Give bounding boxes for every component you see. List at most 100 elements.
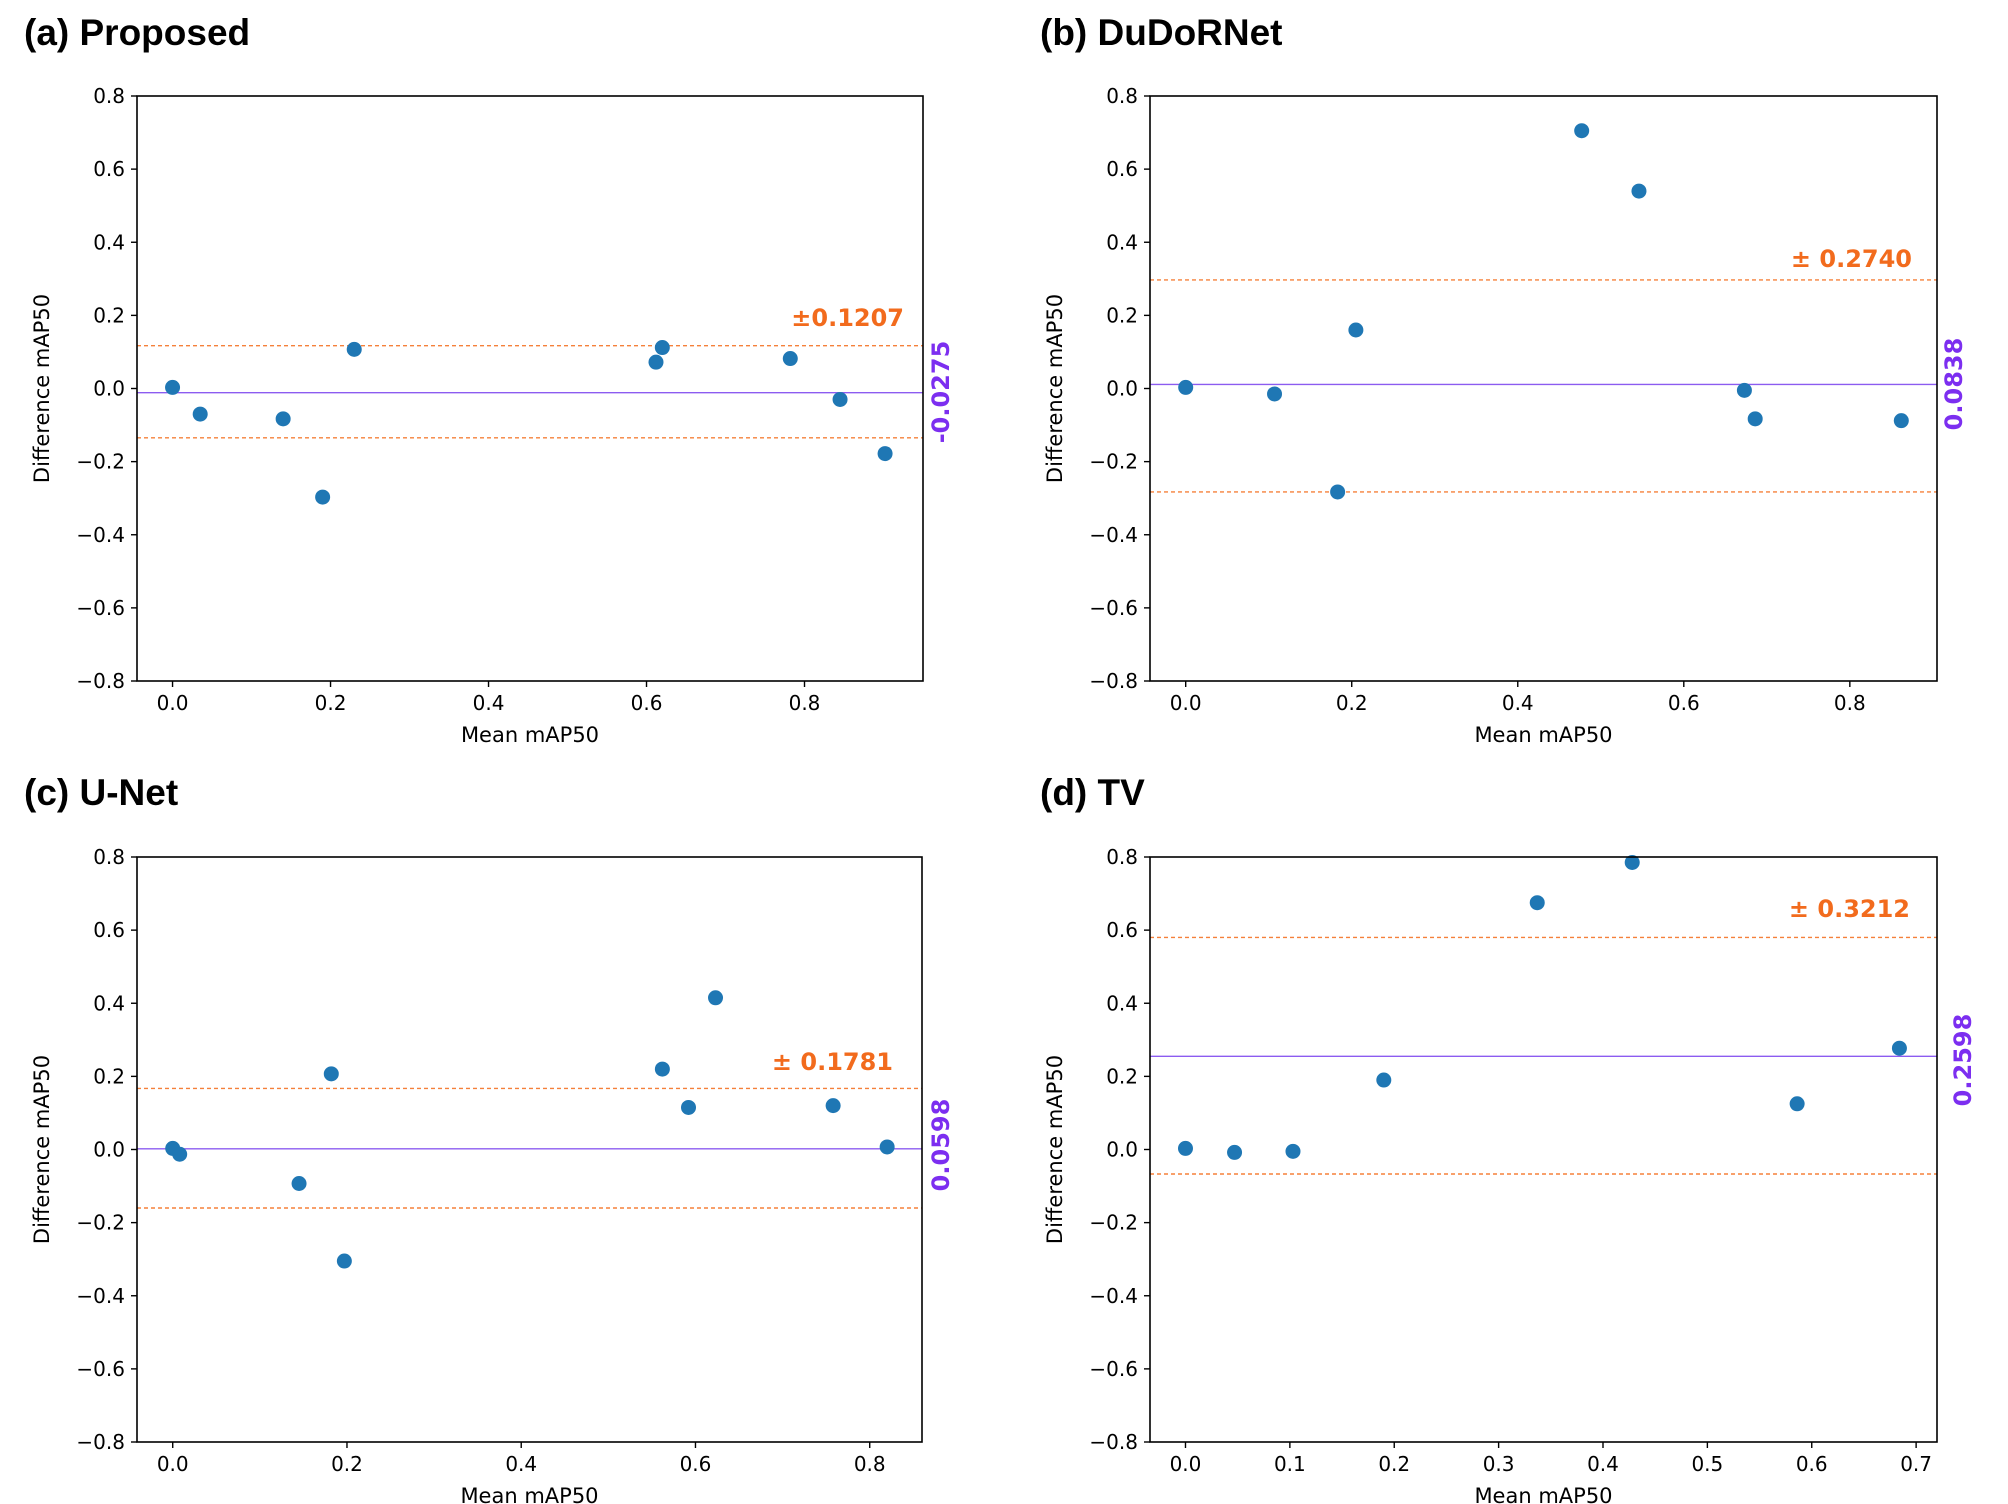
y-tick-label: 0.6 — [93, 918, 125, 942]
data-point — [654, 340, 670, 356]
y-tick-label: −0.4 — [1089, 1284, 1138, 1308]
x-tick-label: 0.2 — [331, 1452, 363, 1476]
data-point — [1624, 854, 1640, 870]
data-point — [323, 1066, 339, 1082]
data-point — [346, 341, 362, 357]
data-point — [336, 1253, 352, 1269]
y-tick-label: 0.0 — [1106, 377, 1138, 401]
y-tick-label: 0.8 — [1106, 845, 1138, 869]
y-tick-label: −0.6 — [1089, 1357, 1138, 1381]
y-axis-label: Difference mAP50 — [30, 294, 54, 483]
data-point — [782, 351, 798, 367]
y-tick-label: 0.4 — [1106, 230, 1138, 254]
data-point — [291, 1176, 307, 1192]
y-tick-label: 0.2 — [93, 1064, 125, 1088]
x-tick-label: 0.0 — [1170, 1452, 1202, 1476]
data-point — [879, 1139, 895, 1155]
x-axis-label: Mean mAP50 — [461, 723, 599, 747]
axes-frame — [136, 95, 924, 682]
data-point — [877, 446, 893, 462]
data-point — [1267, 386, 1283, 402]
panel-title-b: (b) DuDoRNet — [1040, 12, 1283, 53]
y-tick-label: 0.6 — [1106, 918, 1138, 942]
x-tick-label: 0.1 — [1274, 1452, 1306, 1476]
data-point — [708, 990, 724, 1006]
x-tick-label: 0.3 — [1483, 1452, 1515, 1476]
x-tick-label: 0.6 — [680, 1452, 712, 1476]
y-tick-label: 0.8 — [93, 84, 125, 108]
y-tick-label: −0.2 — [76, 1211, 125, 1235]
x-tick-label: 0.5 — [1691, 1452, 1723, 1476]
data-point — [315, 489, 331, 505]
x-tick-label: 0.8 — [854, 1452, 886, 1476]
data-point — [1376, 1072, 1392, 1088]
data-point — [1736, 382, 1752, 398]
y-tick-label: 0.8 — [1106, 84, 1138, 108]
data-point — [165, 379, 181, 395]
data-point — [1227, 1144, 1243, 1160]
data-point — [1789, 1096, 1805, 1112]
y-tick-label: −0.2 — [1089, 1211, 1138, 1235]
x-tick-label: 0.2 — [1336, 691, 1368, 715]
chart-panel-3: 0.8 0.6 0.4 0.2 0.0 −0.2 −0.4 −0.6 −0.8 0.0 0.1 0.2… — [1043, 845, 1977, 1504]
y-tick-label: −0.6 — [1089, 596, 1138, 620]
x-axis-label: Mean mAP50 — [460, 1484, 598, 1504]
limits-of-agreement-label: ± 0.3212 — [1789, 895, 1910, 923]
x-tick-label: 0.7 — [1900, 1452, 1932, 1476]
y-tick-label: 0.2 — [1106, 303, 1138, 327]
data-point — [1747, 411, 1763, 427]
y-tick-label: 0.0 — [1106, 1138, 1138, 1162]
x-axis-label: Mean mAP50 — [1474, 1484, 1612, 1504]
axes-frame — [1149, 856, 1938, 1443]
chart-panel-1: 0.8 0.6 0.4 0.2 0.0 −0.2 −0.4 −0.6 −0.8 0.0 0.2 0.4… — [1043, 84, 1968, 747]
y-tick-label: 0.6 — [1106, 157, 1138, 181]
y-tick-label: −0.8 — [76, 669, 125, 693]
y-tick-label: 0.6 — [93, 157, 125, 181]
y-tick-label: −0.4 — [1089, 523, 1138, 547]
x-tick-label: 0.0 — [157, 1452, 189, 1476]
data-point — [832, 391, 848, 407]
mean-difference-label: 0.2598 — [1949, 1014, 1977, 1107]
panel-title-a: (a) Proposed — [24, 12, 251, 53]
data-point — [1529, 895, 1545, 911]
data-point — [1177, 1140, 1193, 1156]
data-point — [1285, 1143, 1301, 1159]
x-tick-label: 0.8 — [789, 691, 821, 715]
y-axis-label: Difference mAP50 — [30, 1055, 54, 1244]
data-point — [1178, 379, 1194, 395]
x-tick-label: 0.2 — [315, 691, 347, 715]
limits-of-agreement-label: ± 0.2740 — [1791, 245, 1912, 273]
x-tick-label: 0.6 — [631, 691, 663, 715]
axes-frame — [1149, 95, 1938, 682]
data-point — [648, 354, 664, 370]
y-tick-label: 0.4 — [93, 991, 125, 1015]
mean-difference-label: 0.0838 — [1940, 338, 1968, 431]
limits-of-agreement-label: ±0.1207 — [791, 304, 904, 332]
y-axis-label: Difference mAP50 — [1043, 1055, 1067, 1244]
data-point — [172, 1146, 188, 1162]
y-tick-label: 0.0 — [93, 377, 125, 401]
y-tick-label: −0.2 — [1089, 450, 1138, 474]
y-tick-label: −0.6 — [76, 1357, 125, 1381]
x-tick-label: 0.4 — [1502, 691, 1534, 715]
x-tick-label: 0.2 — [1378, 1452, 1410, 1476]
limits-of-agreement-label: ± 0.1781 — [772, 1048, 893, 1076]
data-point — [681, 1099, 697, 1115]
y-tick-label: 0.4 — [1106, 991, 1138, 1015]
data-point — [1893, 413, 1909, 429]
x-tick-label: 0.8 — [1834, 691, 1866, 715]
panel-title-d: (d) TV — [1040, 772, 1145, 813]
data-point — [275, 411, 291, 427]
y-tick-label: −0.6 — [76, 596, 125, 620]
y-axis-label: Difference mAP50 — [1043, 294, 1067, 483]
x-tick-label: 0.4 — [505, 1452, 537, 1476]
x-tick-label: 0.0 — [157, 691, 189, 715]
y-tick-label: −0.4 — [76, 523, 125, 547]
data-point — [1891, 1040, 1907, 1056]
chart-panel-0: 0.8 0.6 0.4 0.2 0.0 −0.2 −0.4 −0.6 −0.8 0.0 0.2 0.4… — [30, 84, 955, 747]
mean-difference-label: 0.0598 — [927, 1099, 955, 1192]
x-axis-label: Mean mAP50 — [1474, 723, 1612, 747]
axes-frame — [136, 856, 923, 1443]
